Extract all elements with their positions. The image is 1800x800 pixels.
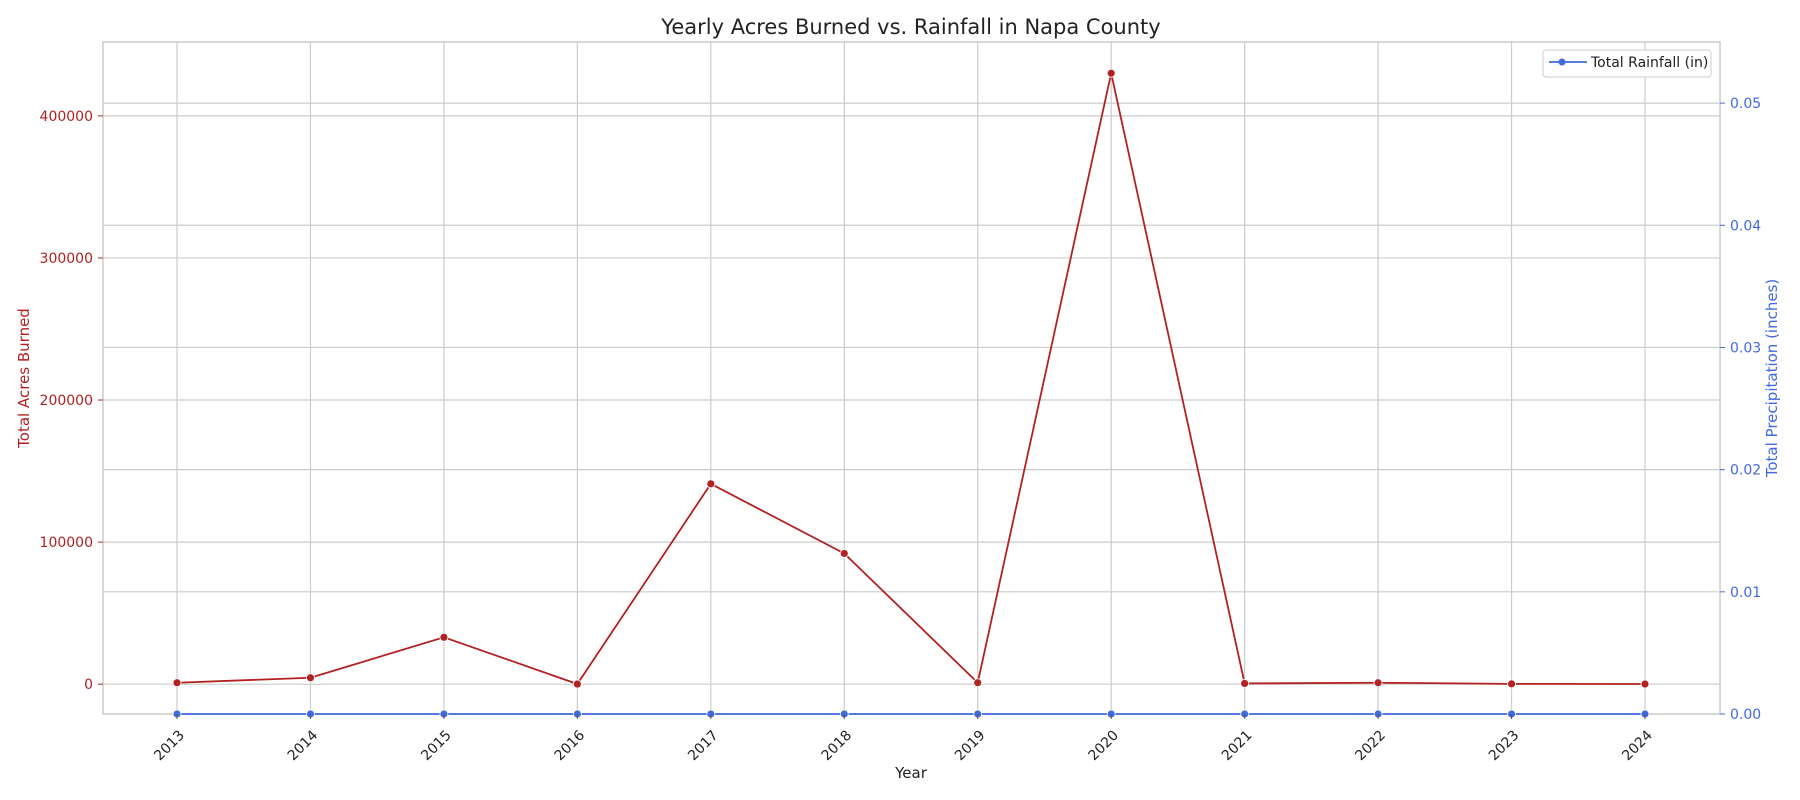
x-axis-label: Year [894, 764, 928, 782]
acres-point [572, 679, 582, 689]
x-tick-label: 2014 [285, 727, 322, 764]
grid-layer [103, 42, 1720, 715]
acres-point [1640, 679, 1650, 689]
x-tick-label: 2018 [819, 728, 856, 765]
acres-point [306, 673, 315, 683]
acres-point [1507, 679, 1516, 689]
x-tick-label: 2020 [1085, 728, 1122, 765]
x-tick-label: 2019 [952, 728, 989, 765]
y-right-tick-label: 0.02 [1730, 463, 1761, 479]
y-left-tick-label: 100000 [40, 535, 93, 551]
y-right-tick-label: 0.01 [1730, 585, 1761, 601]
x-tick-label: 2016 [552, 727, 589, 764]
x-tick-label: 2023 [1486, 728, 1523, 765]
acres-point [1373, 678, 1383, 688]
y-left-tick-label: 200000 [40, 393, 93, 409]
acres-point [172, 678, 182, 688]
x-tick-label: 2015 [418, 728, 455, 765]
legend: Total Rainfall (in) [1542, 49, 1712, 78]
acres-point [839, 549, 849, 558]
y-right-tick-label: 0.04 [1730, 218, 1761, 234]
chart-title: Yearly Acres Burned vs. Rainfall in Napa… [660, 15, 1160, 39]
legend-box [1542, 49, 1712, 78]
x-tick-label: 2017 [685, 728, 722, 765]
legend-label: Total Rainfall (in) [1590, 55, 1708, 71]
legend-marker-icon [1558, 58, 1566, 66]
acres-point [706, 479, 716, 489]
acres-series-line [176, 73, 1646, 686]
y-axis-right-label: Total Precipitation (inches) [1763, 279, 1781, 479]
y-axis-left-label: Total Acres Burned [15, 308, 33, 449]
x-tick-label: 2024 [1619, 727, 1656, 764]
acres-point [973, 678, 983, 688]
plot-frame [102, 41, 1721, 715]
y-left-tick-label: 400000 [40, 109, 93, 125]
series-layer [172, 68, 1650, 719]
x-tick-label: 2013 [151, 728, 188, 765]
acres-point [1106, 68, 1116, 78]
x-tick-label: 2021 [1219, 728, 1256, 765]
y-right-tick-label: 0.05 [1730, 96, 1761, 112]
y-left-tick-label: 0 [84, 677, 93, 693]
tick-layer: 2013 2014 2015 2016 2017 2018 2019 2020 2021 2022… [40, 96, 1762, 764]
y-right-tick-label: 0.03 [1730, 340, 1761, 356]
y-right-tick-label: 0.00 [1730, 707, 1761, 723]
acres-point [439, 632, 449, 642]
y-left-tick-label: 300000 [40, 251, 93, 267]
x-tick-label: 2022 [1352, 728, 1389, 765]
acres-point [1240, 679, 1250, 688]
